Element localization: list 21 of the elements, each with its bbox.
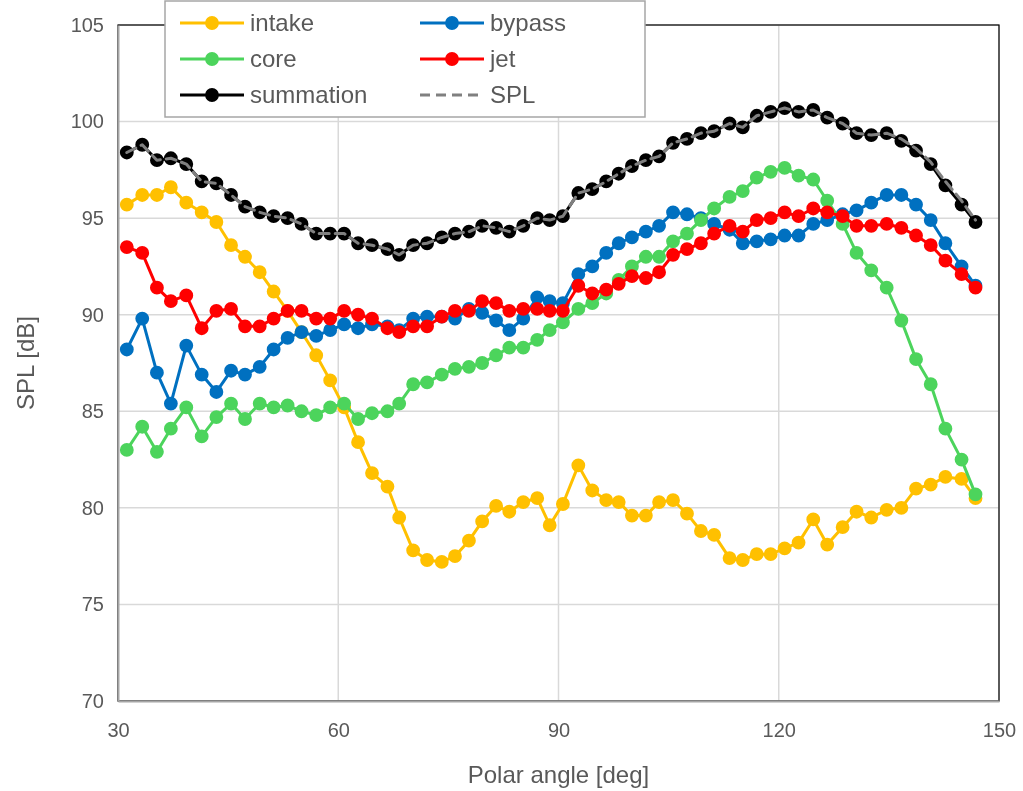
legend-label: jet	[489, 45, 516, 72]
y-tick-label: 70	[81, 689, 104, 712]
y-tick-label: 105	[70, 13, 104, 36]
x-tick-label: 30	[107, 719, 130, 742]
y-tick-label: 100	[70, 110, 104, 133]
x-tick-label: 120	[762, 719, 796, 742]
x-tick-label: 60	[327, 719, 350, 742]
legend-label: bypass	[490, 9, 567, 36]
x-tick-label: 150	[982, 719, 1017, 742]
legend-label: SPL	[490, 81, 536, 108]
legend-label: intake	[250, 9, 315, 36]
legend-label: summation	[250, 81, 368, 108]
y-tick-label: 90	[81, 303, 104, 326]
y-axis-title: SPL [dB]	[12, 316, 39, 410]
x-axis-title: Polar angle [deg]	[467, 761, 650, 788]
y-tick-label: 95	[81, 207, 104, 230]
y-tick-label: 75	[81, 593, 104, 616]
x-tick-label: 90	[547, 719, 571, 742]
y-tick-label: 85	[81, 400, 104, 423]
y-tick-label: 80	[81, 496, 104, 519]
legend-label: core	[250, 45, 297, 72]
